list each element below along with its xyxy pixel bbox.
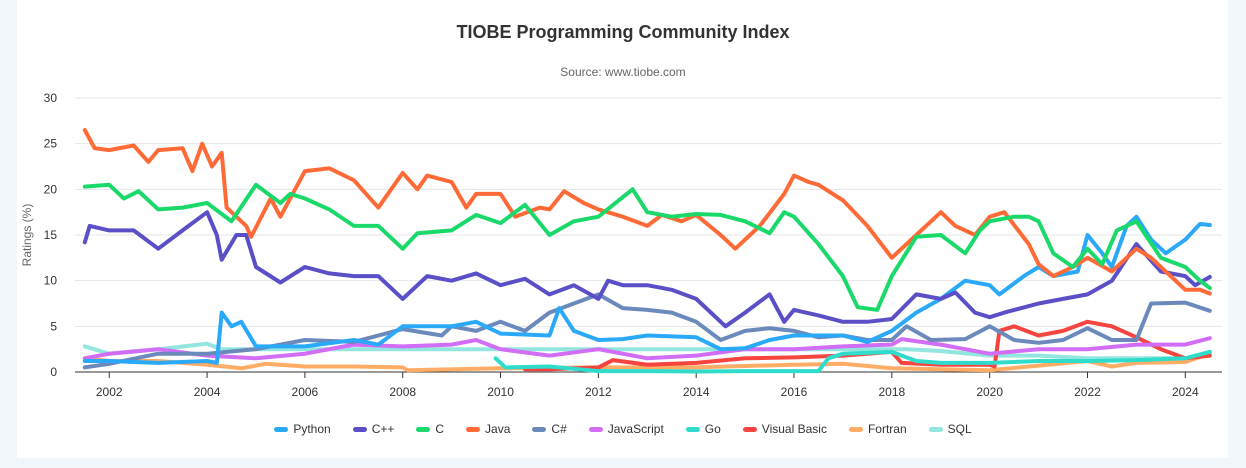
legend-swatch	[588, 426, 603, 432]
y-tick-label: 5	[50, 319, 57, 333]
series-line-python	[82, 214, 1212, 365]
legend-label: C	[435, 422, 445, 436]
y-tick-label: 15	[44, 228, 58, 242]
legend-item[interactable]: C	[416, 422, 444, 436]
x-tick-label: 2008	[389, 385, 416, 399]
legend-item[interactable]: Fortran	[848, 422, 907, 436]
y-tick-label: 0	[50, 365, 57, 379]
x-tick-label: 2022	[1074, 385, 1101, 399]
legend-label: Java	[485, 422, 511, 436]
legend-label: SQL	[947, 422, 972, 436]
legend-swatch	[532, 426, 547, 432]
legend-swatch	[274, 426, 289, 432]
legend-item[interactable]: C++	[352, 422, 395, 436]
legend-label: C++	[371, 422, 395, 436]
x-tick-label: 2006	[292, 385, 319, 399]
legend-label: Go	[704, 422, 721, 436]
series-line-c-	[82, 210, 1212, 329]
legend-item[interactable]: Python	[274, 422, 331, 436]
legend-label: Visual Basic	[761, 422, 827, 436]
y-tick-label: 25	[44, 137, 58, 151]
legend-swatch	[466, 426, 481, 432]
legend-swatch	[352, 426, 367, 432]
series-line-go	[493, 349, 1212, 374]
y-tick-label: 20	[44, 182, 58, 196]
x-tick-label: 2020	[976, 385, 1003, 399]
legend-item[interactable]: C#	[532, 422, 567, 436]
chart-title: TIOBE Programming Community Index	[456, 22, 790, 42]
x-tick-label: 2012	[585, 385, 612, 399]
legend-swatch	[742, 426, 757, 432]
legend-swatch	[928, 426, 943, 432]
x-tick-label: 2004	[194, 385, 221, 399]
legend-item[interactable]: JavaScript	[588, 422, 664, 436]
x-tick-label: 2002	[96, 385, 123, 399]
legend-item[interactable]: Go	[685, 422, 721, 436]
legend-label: Fortran	[867, 422, 907, 436]
series-line-javascript	[82, 336, 1212, 361]
x-tick-label: 2010	[487, 385, 514, 399]
chart-subtitle: Source: www.tiobe.com	[560, 65, 686, 79]
y-axis-label: Ratings (%)	[20, 204, 34, 267]
legend-swatch	[685, 426, 700, 432]
legend-item[interactable]: Visual Basic	[742, 422, 827, 436]
legend-label: Python	[293, 422, 331, 436]
x-tick-label: 2018	[878, 385, 905, 399]
legend-item[interactable]: Java	[466, 422, 510, 436]
y-tick-label: 30	[44, 91, 58, 105]
legend-label: C#	[551, 422, 567, 436]
legend-swatch	[848, 426, 863, 432]
series-line-c-	[82, 292, 1212, 370]
series-line-c	[82, 182, 1212, 312]
legend-label: JavaScript	[607, 422, 664, 436]
x-tick-label: 2016	[781, 385, 808, 399]
y-tick-label: 10	[44, 274, 58, 288]
legend-item[interactable]: SQL	[928, 422, 972, 436]
x-tick-label: 2024	[1172, 385, 1199, 399]
chart-card	[17, 0, 1228, 458]
legend-swatch	[416, 426, 431, 432]
x-tick-label: 2014	[683, 385, 710, 399]
legend: Python C++ C Java C# JavaScript Go Visual Basic…	[0, 422, 1246, 436]
series-line-java	[82, 128, 1212, 296]
